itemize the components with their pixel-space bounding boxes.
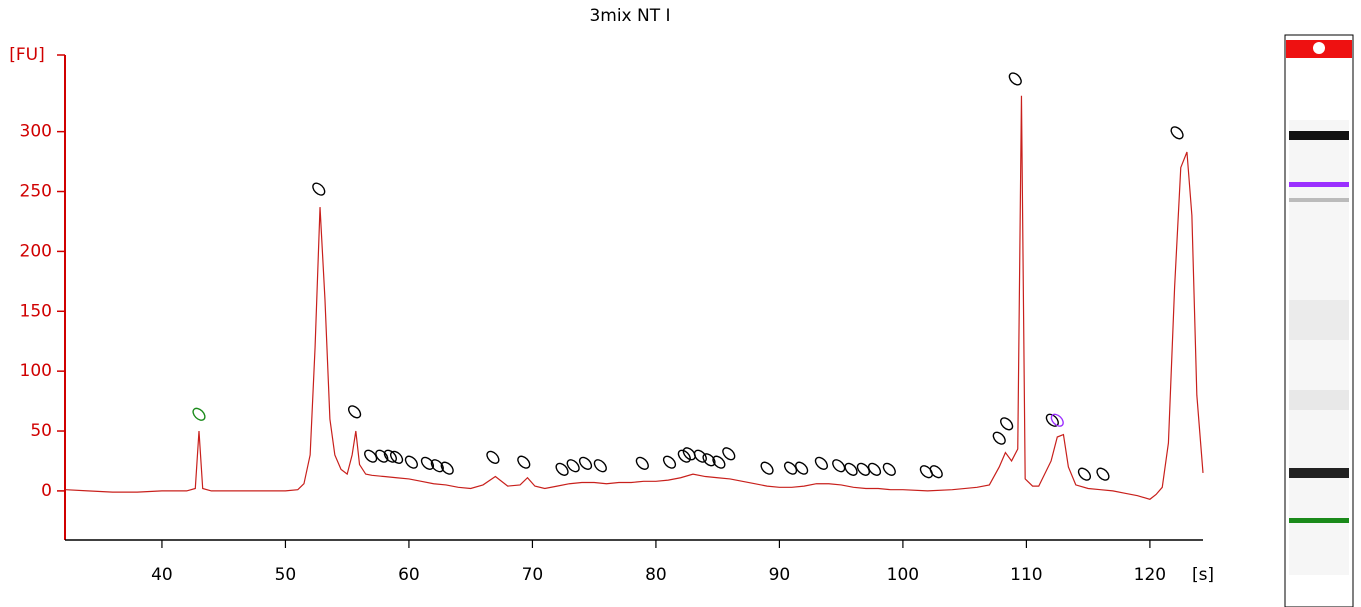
peak-marker [1000, 417, 1014, 431]
y-tick-label: 200 [20, 241, 52, 261]
peak-marker [722, 447, 736, 461]
peak-marker [566, 459, 580, 473]
peak-marker [1077, 467, 1092, 481]
x-tick-label: 60 [398, 565, 420, 585]
gel-lane [1284, 34, 1354, 607]
peak-marker [1050, 413, 1064, 427]
peak-marker [517, 455, 531, 469]
x-tick-label: 110 [1010, 565, 1042, 585]
peak-marker [192, 407, 206, 421]
peak-marker [389, 450, 404, 464]
peak-marker [1008, 72, 1022, 86]
peak-marker [992, 431, 1006, 445]
peak-marker [856, 462, 870, 476]
x-tick-label: 40 [151, 565, 173, 585]
peak-marker [867, 462, 882, 476]
peak-marker [440, 461, 454, 475]
y-tick-label: 0 [41, 481, 52, 501]
peak-marker [677, 449, 691, 463]
peak-marker [404, 455, 418, 469]
x-tick-label: 90 [769, 565, 791, 585]
peak-marker [312, 182, 326, 196]
y-tick-label: 300 [20, 122, 52, 142]
peak-marker [783, 461, 798, 475]
peak-marker [760, 461, 774, 475]
peak-marker [844, 462, 858, 476]
x-tick-label: 50 [275, 565, 297, 585]
peak-marker [832, 459, 846, 473]
peak-marker [814, 456, 828, 470]
peak-marker [795, 461, 809, 475]
peak-marker [702, 453, 716, 467]
y-tick-label: 50 [30, 421, 52, 441]
peak-marker [929, 465, 943, 479]
peak-marker [578, 456, 593, 470]
y-tick-label: 100 [20, 361, 52, 381]
x-tick-label: 80 [645, 565, 667, 585]
y-tick-label: 250 [20, 182, 52, 202]
peak-marker [635, 456, 649, 470]
x-tick-label: 120 [1134, 565, 1166, 585]
x-axis-label: [s] [1192, 565, 1214, 585]
peak-marker [682, 447, 696, 461]
peak-marker [383, 449, 397, 463]
peak-marker [662, 455, 677, 469]
peak-marker [348, 405, 362, 419]
peak-marker [555, 462, 569, 476]
peak-marker [693, 449, 707, 463]
peak-marker [430, 459, 444, 473]
peak-marker [712, 455, 726, 469]
chart-title: 3mix NT I [589, 6, 670, 26]
peak-marker [364, 449, 378, 463]
peak-marker [882, 462, 896, 476]
y-axis-label: [FU] [9, 45, 45, 65]
peak-marker [919, 465, 933, 479]
x-tick-label: 70 [522, 565, 544, 585]
peak-marker [593, 459, 607, 473]
trace-line [65, 95, 1204, 500]
peak-marker [486, 450, 500, 464]
peak-marker [1170, 126, 1184, 140]
x-tick-label: 100 [887, 565, 919, 585]
peak-marker [1096, 467, 1110, 481]
peak-marker [420, 456, 435, 470]
y-tick-label: 150 [20, 301, 52, 321]
